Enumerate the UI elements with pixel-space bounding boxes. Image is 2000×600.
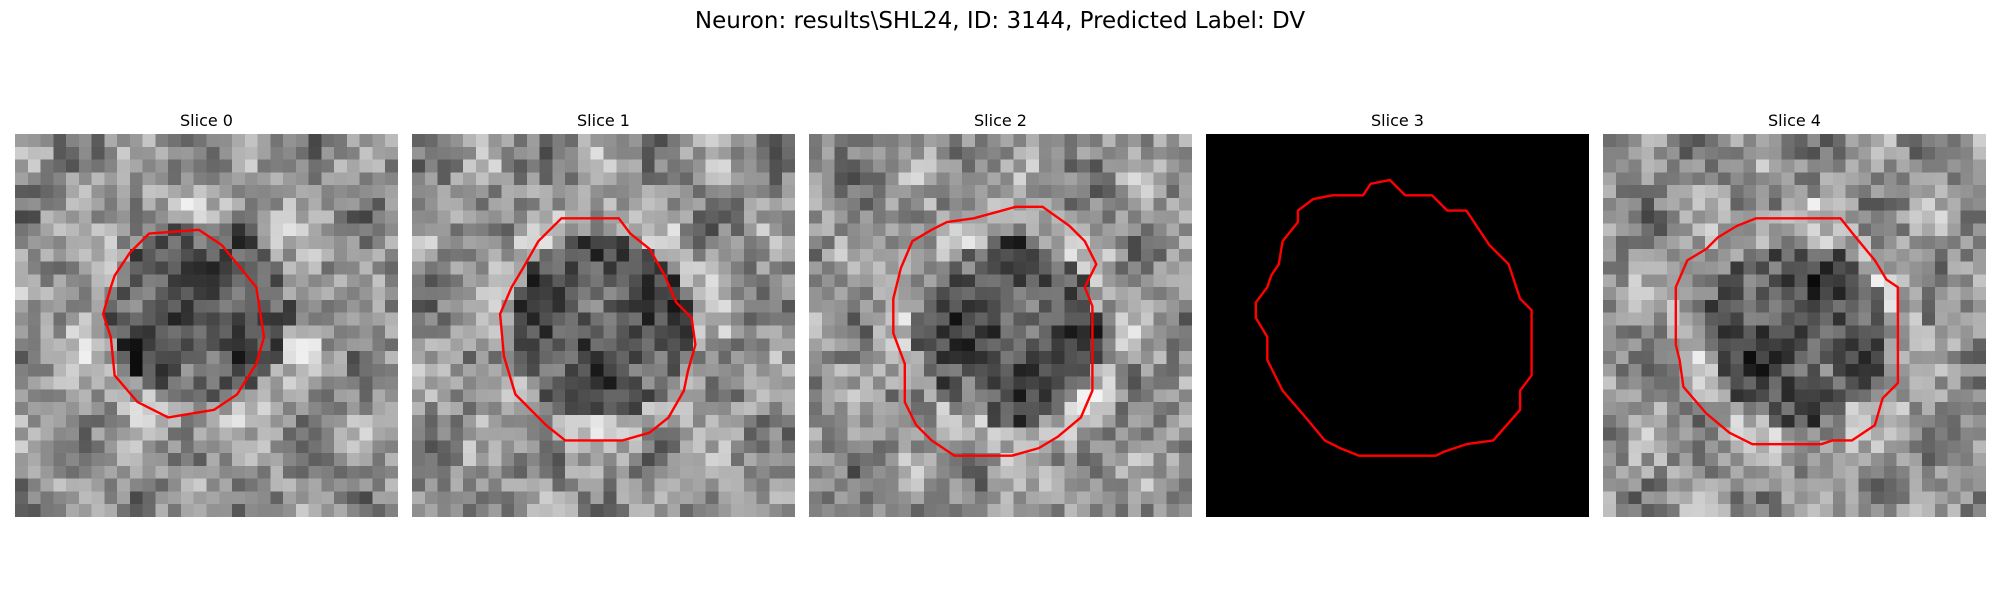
slice-canvas xyxy=(1603,134,1986,517)
contour-overlay xyxy=(1674,217,1900,446)
slice-panel-4: Slice 4 xyxy=(1603,110,1986,517)
neuron-contour xyxy=(892,205,1098,457)
slice-canvas xyxy=(412,134,795,517)
slice-title: Slice 3 xyxy=(1371,111,1424,130)
slice-title: Slice 4 xyxy=(1768,111,1821,130)
slice-canvas xyxy=(15,134,398,517)
slice-image-4 xyxy=(1603,134,1986,517)
slice-canvas xyxy=(1206,134,1589,517)
slice-title: Slice 2 xyxy=(974,111,1027,130)
slice-title: Slice 0 xyxy=(180,111,233,130)
slice-panel-0: Slice 0 xyxy=(15,110,398,517)
slice-image-3 xyxy=(1206,134,1589,517)
figure-title: Neuron: results\SHL24, ID: 3144, Predict… xyxy=(694,8,1306,34)
slice-panel-1: Slice 1 xyxy=(412,110,795,517)
contour-overlay xyxy=(892,205,1098,457)
neuron-contour xyxy=(101,228,266,419)
contour-overlay xyxy=(101,228,266,419)
slice-panel-2: Slice 2 xyxy=(809,110,1192,517)
neuron-contour xyxy=(498,217,697,442)
slice-image-2 xyxy=(809,134,1192,517)
slice-image-0 xyxy=(15,134,398,517)
slice-image-1 xyxy=(412,134,795,517)
contour-overlay xyxy=(1254,178,1533,457)
neuron-contour xyxy=(1674,217,1900,446)
neuron-contour xyxy=(1254,178,1533,457)
slice-panel-3: Slice 3 xyxy=(1206,110,1589,517)
slice-title: Slice 1 xyxy=(577,111,630,130)
contour-overlay xyxy=(498,217,697,442)
slice-canvas xyxy=(809,134,1192,517)
